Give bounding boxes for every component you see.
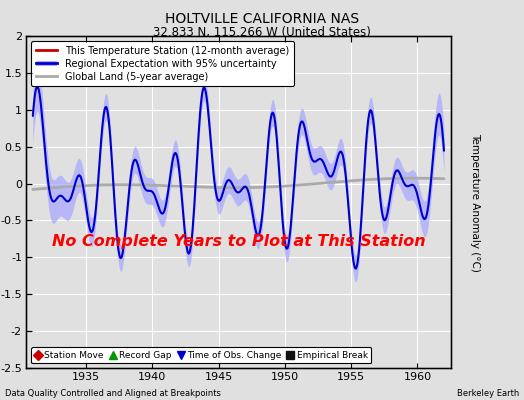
Legend: Station Move, Record Gap, Time of Obs. Change, Empirical Break: Station Move, Record Gap, Time of Obs. C… (31, 347, 372, 364)
Text: Berkeley Earth: Berkeley Earth (456, 389, 519, 398)
Text: HOLTVILLE CALIFORNIA NAS: HOLTVILLE CALIFORNIA NAS (165, 12, 359, 26)
Text: No Complete Years to Plot at This Station: No Complete Years to Plot at This Statio… (51, 234, 425, 249)
Y-axis label: Temperature Anomaly (°C): Temperature Anomaly (°C) (470, 132, 480, 272)
Text: 32.833 N, 115.266 W (United States): 32.833 N, 115.266 W (United States) (153, 26, 371, 39)
Text: Data Quality Controlled and Aligned at Breakpoints: Data Quality Controlled and Aligned at B… (5, 389, 221, 398)
